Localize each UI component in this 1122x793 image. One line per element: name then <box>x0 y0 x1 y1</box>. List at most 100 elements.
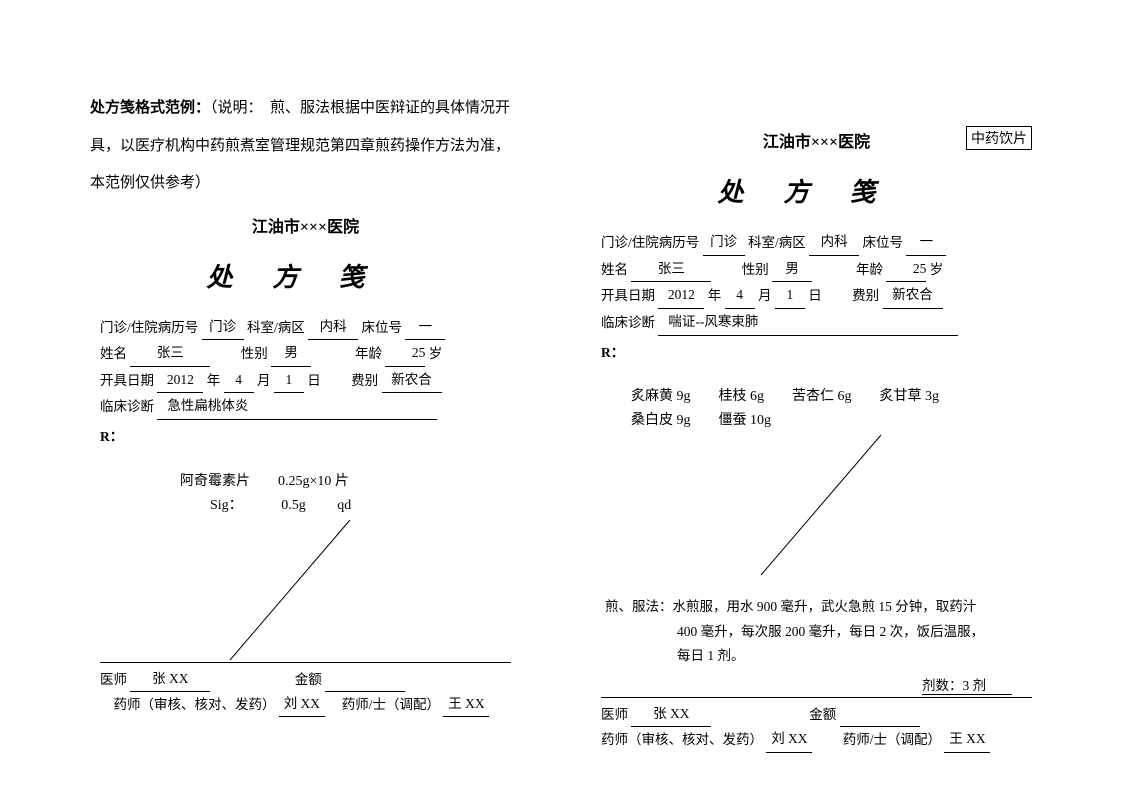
dept-label-r: 科室/病区 <box>748 235 806 250</box>
hospital-name-left: 江油市×××医院 <box>90 213 521 237</box>
day-unit: 日 <box>307 373 321 388</box>
month-value: 4 <box>224 367 254 394</box>
name-value: 张三 <box>130 340 210 367</box>
fee-value: 新农合 <box>382 367 442 394</box>
row-name: 姓名 张三 性别 男 年龄 25 岁 <box>100 340 511 367</box>
dept-label: 科室/病区 <box>247 320 305 335</box>
rx-body-left: 阿奇霉素片 0.25g×10 片 Sig： 0.5g qd <box>90 450 521 660</box>
herb-2: 桂枝 6g <box>719 385 765 405</box>
age-value: 25 <box>385 340 425 367</box>
pharm2-value-r: 王 XX <box>944 727 990 752</box>
month-unit-r: 月 <box>758 288 772 303</box>
diag-value: 急性扁桃体炎 <box>157 393 437 420</box>
month-value-r: 4 <box>725 282 755 309</box>
day-value-r: 1 <box>775 282 805 309</box>
row-date: 开具日期 2012 年 4 月 1 日 费别 新农合 <box>100 367 511 394</box>
diag-value-r: 喘证--风寒束肺 <box>658 309 958 336</box>
row-visit-r: 门诊/住院病历号 门诊 科室/病区 内科 床位号 一 <box>601 229 1032 256</box>
slash-mark-right <box>751 425 911 585</box>
herb-row-1: 炙麻黄 9g 桂枝 6g 苦杏仁 6g 炙甘草 3g <box>631 385 1002 405</box>
year-unit: 年 <box>207 373 221 388</box>
date-label-r: 开具日期 <box>601 288 655 303</box>
sign-row1-right: 医师 张 XX 金额 <box>601 702 1032 727</box>
sex-value-r: 男 <box>772 256 812 283</box>
sign-row2-left: 药师（审核、核对、发药） 刘 XX 药师/士（调配） 王 XX <box>90 692 521 717</box>
age-unit-r: 岁 <box>930 262 944 277</box>
rx-drug-line: 阿奇霉素片 0.25g×10 片 <box>140 470 491 490</box>
row-date-r: 开具日期 2012 年 4 月 1 日 费别 新农合 <box>601 282 1032 309</box>
age-label-r: 年龄 <box>856 262 883 277</box>
pharm1-value-r: 刘 XX <box>766 727 812 752</box>
slash-mark-left <box>220 510 380 670</box>
decoction-line1: 煎、服法：水煎服，用水 900 毫升，武火急煎 15 分钟，取药汁 <box>605 595 1028 619</box>
r-label-left: R： <box>100 424 511 450</box>
sign-row2-right: 药师（审核、核对、发药） 刘 XX 药师/士（调配） 王 XX <box>601 727 1032 752</box>
name-value-r: 张三 <box>631 256 711 283</box>
visit-value: 门诊 <box>202 314 244 341</box>
intro-bold: 处方笺格式范例： <box>90 100 210 116</box>
sign-row1-left: 医师 张 XX 金额 <box>90 667 521 692</box>
age-unit: 岁 <box>429 346 443 361</box>
age-value-r: 25 <box>886 256 926 283</box>
month-unit: 月 <box>257 373 271 388</box>
fee-value-r: 新农合 <box>883 282 943 309</box>
page: 处方笺格式范例：（说明： 煎、服法根据中医辩证的具体情况开具，以医疗机构中药煎煮… <box>0 0 1122 793</box>
rx-title-right: 处方笺 <box>601 172 1032 209</box>
day-unit-r: 日 <box>808 288 822 303</box>
doctor-value-r: 张 XX <box>631 702 711 727</box>
rx-title-left: 处方笺 <box>90 257 521 294</box>
pharm2-label-r: 药师/士（调配） <box>843 732 941 747</box>
herb-4: 炙甘草 3g <box>880 385 940 405</box>
row-name-r: 姓名 张三 性别 男 年龄 25 岁 <box>601 256 1032 283</box>
decoction-text1: 水煎服，用水 900 毫升，武火急煎 15 分钟，取药汁 <box>673 599 977 614</box>
visit-value-r: 门诊 <box>703 229 745 256</box>
row-diag: 临床诊断 急性扁桃体炎 <box>100 393 511 420</box>
bed-label-r: 床位号 <box>863 235 904 250</box>
decoction-label: 煎、服法： <box>605 599 673 614</box>
bed-value: 一 <box>405 314 445 341</box>
visit-label: 门诊/住院病历号 <box>100 320 198 335</box>
pharm1-value: 刘 XX <box>279 692 325 717</box>
form-block-left: 门诊/住院病历号 门诊 科室/病区 内科 床位号 一 姓名 张三 性别 男 年龄… <box>90 314 521 450</box>
hospital-name-right: 江油市×××医院 <box>763 134 870 151</box>
day-value: 1 <box>274 367 304 394</box>
amount-label-r: 金额 <box>809 707 836 722</box>
bed-value-r: 一 <box>906 229 946 256</box>
herbal-tag: 中药饮片 <box>966 126 1032 150</box>
herb-5: 桑白皮 9g <box>631 409 691 429</box>
pharm1-label-r: 药师（审核、核对、发药） <box>601 732 763 747</box>
decoction-text2: 400 毫升，每次服 200 毫升，每日 2 次，饭后温服， <box>605 620 1028 644</box>
dept-value-r: 内科 <box>809 229 859 256</box>
doctor-value: 张 XX <box>130 667 210 692</box>
visit-label-r: 门诊/住院病历号 <box>601 235 699 250</box>
fee-label-r: 费别 <box>852 288 879 303</box>
year-value: 2012 <box>157 367 203 394</box>
pharm2-value: 王 XX <box>443 692 489 717</box>
diag-label-r: 临床诊断 <box>601 315 655 330</box>
dose-count-row: 剂数：3 剂 <box>601 674 1032 695</box>
sex-label-r: 性别 <box>742 262 769 277</box>
left-column: 处方笺格式范例：（说明： 煎、服法根据中医辩证的具体情况开具，以医疗机构中药煎煮… <box>0 0 561 793</box>
herb-3: 苦杏仁 6g <box>792 385 852 405</box>
r-label-right: R： <box>601 340 1032 366</box>
decoction-block: 煎、服法：水煎服，用水 900 毫升，武火急煎 15 分钟，取药汁 400 毫升… <box>601 595 1032 668</box>
pharm1-label: 药师（审核、核对、发药） <box>114 697 276 712</box>
sex-value: 男 <box>271 340 311 367</box>
sex-label: 性别 <box>241 346 268 361</box>
right-column: 江油市×××医院 中药饮片 处方笺 门诊/住院病历号 门诊 科室/病区 内科 床… <box>561 0 1122 793</box>
hospital-row-right: 江油市×××医院 中药饮片 <box>601 128 1032 152</box>
herb-1: 炙麻黄 9g <box>631 385 691 405</box>
rx-body-right: 炙麻黄 9g 桂枝 6g 苦杏仁 6g 炙甘草 3g 桑白皮 9g 僵蚕 10g <box>601 365 1032 595</box>
year-value-r: 2012 <box>658 282 704 309</box>
row-visit: 门诊/住院病历号 门诊 科室/病区 内科 床位号 一 <box>100 314 511 341</box>
pharm2-label: 药师/士（调配） <box>342 697 440 712</box>
fee-label: 费别 <box>351 373 378 388</box>
divider-right <box>601 697 1032 698</box>
dose-count: 剂数：3 剂 <box>922 674 1012 695</box>
decoction-text3: 每日 1 剂。 <box>605 644 1028 668</box>
dept-value: 内科 <box>308 314 358 341</box>
row-diag-r: 临床诊断 喘证--风寒束肺 <box>601 309 1032 336</box>
diag-label: 临床诊断 <box>100 399 154 414</box>
date-label: 开具日期 <box>100 373 154 388</box>
bed-label: 床位号 <box>362 320 403 335</box>
